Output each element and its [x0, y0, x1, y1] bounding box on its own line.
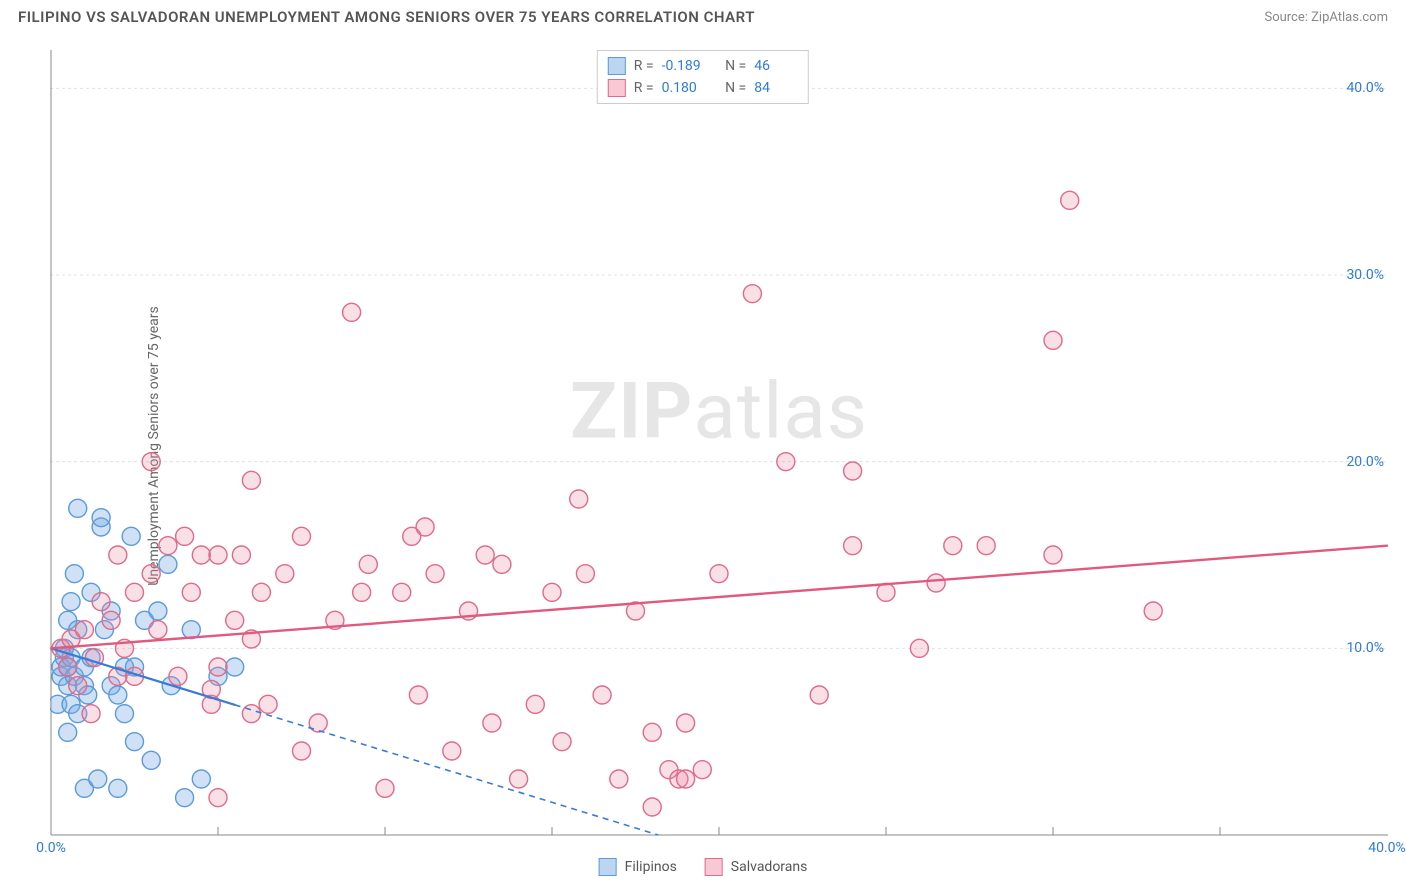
y-tick-label: 10.0% — [1346, 640, 1384, 656]
stat-r-value: -0.189 — [662, 55, 706, 77]
legend-label: Filipinos — [625, 859, 677, 875]
x-tick-label: 40.0% — [1368, 840, 1406, 856]
legend-item: Salvadorans — [705, 858, 808, 876]
chart-header: FILIPINO VS SALVADORAN UNEMPLOYMENT AMON… — [0, 0, 1406, 30]
x-tick-label: 0.0% — [36, 840, 66, 856]
stat-n-label: N = — [725, 55, 746, 77]
y-tick-label: 30.0% — [1346, 267, 1384, 283]
y-tick-label: 20.0% — [1346, 454, 1384, 470]
stat-n-label: N = — [725, 77, 746, 99]
stats-row: R = -0.189 N = 46 — [608, 55, 798, 77]
chart-source: Source: ZipAtlas.com — [1264, 10, 1388, 25]
stats-row: R = 0.180 N = 84 — [608, 77, 798, 99]
scatter-plot-svg — [50, 50, 1388, 836]
legend-swatch-icon — [608, 79, 626, 97]
y-tick-label: 40.0% — [1346, 80, 1384, 96]
legend-swatch-icon — [599, 858, 617, 876]
chart-plot-area: ZIPatlas — [50, 50, 1388, 836]
source-prefix: Source: — [1264, 10, 1311, 25]
stat-r-label: R = — [634, 77, 654, 99]
legend-item: Filipinos — [599, 858, 677, 876]
stat-n-value: 84 — [754, 77, 798, 99]
legend-swatch-icon — [608, 57, 626, 75]
legend-label: Salvadorans — [731, 859, 808, 875]
legend-swatch-icon — [705, 858, 723, 876]
stats-legend-box: R = -0.189 N = 46 R = 0.180 N = 84 — [597, 50, 809, 104]
stat-r-value: 0.180 — [662, 77, 706, 99]
source-name: ZipAtlas.com — [1311, 10, 1388, 25]
chart-title: FILIPINO VS SALVADORAN UNEMPLOYMENT AMON… — [18, 8, 755, 26]
stat-n-value: 46 — [754, 55, 798, 77]
series-legend: Filipinos Salvadorans — [599, 858, 808, 876]
stat-r-label: R = — [634, 55, 654, 77]
